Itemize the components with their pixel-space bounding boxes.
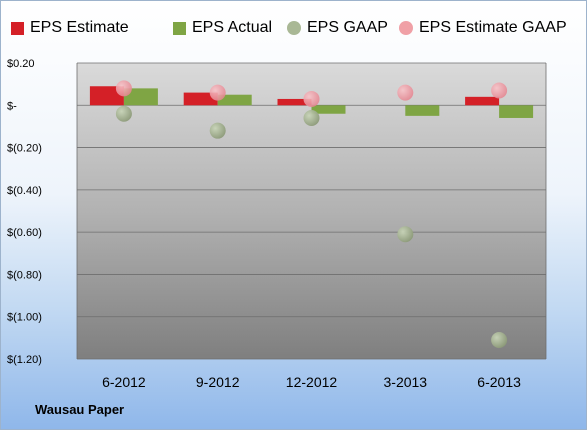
bar-eps-estimate <box>89 86 124 106</box>
point-eps-estimate-gaap <box>209 84 226 101</box>
y-tick-label: $(0.60) <box>7 227 42 239</box>
legend-eps-estimate-gaap: EPS Estimate GAAP <box>399 17 567 39</box>
legend-swatch-eps-estimate-gaap <box>399 21 413 35</box>
point-eps-estimate-gaap <box>303 90 320 107</box>
legend-swatch-eps-gaap <box>287 21 301 35</box>
y-tick-label: $0.20 <box>7 58 35 70</box>
company-label: Wausau Paper <box>35 402 125 417</box>
y-tick-label: $(0.80) <box>7 269 42 281</box>
point-eps-gaap <box>115 105 132 122</box>
y-tick-label: $- <box>7 100 17 112</box>
bar-eps-actual <box>311 105 346 114</box>
x-tick-label: 9-2012 <box>196 374 240 390</box>
point-eps-estimate-gaap <box>115 80 132 97</box>
bar-eps-estimate <box>465 96 500 106</box>
bar-eps-actual <box>217 94 252 106</box>
bar-eps-actual <box>123 88 158 106</box>
bar-eps-estimate <box>277 98 312 106</box>
x-tick-label: 3-2013 <box>384 374 428 390</box>
legend-eps-estimate: EPS Estimate <box>11 17 129 39</box>
legend-swatch-eps-actual <box>173 21 186 35</box>
bar-eps-estimate <box>183 92 218 106</box>
x-tick-label: 6-2013 <box>477 374 521 390</box>
point-eps-gaap <box>209 122 226 139</box>
y-tick-label: $(1.20) <box>7 354 42 366</box>
point-eps-gaap <box>303 109 320 126</box>
bar-eps-actual <box>405 105 440 116</box>
y-tick-label: $(0.20) <box>7 143 42 155</box>
y-tick-label: $(0.40) <box>7 185 42 197</box>
legend-label-eps-gaap: EPS GAAP <box>307 19 388 36</box>
bar-eps-actual <box>499 105 534 118</box>
point-eps-gaap <box>491 331 508 348</box>
point-eps-estimate-gaap <box>397 84 414 101</box>
legend-eps-gaap: EPS GAAP <box>287 17 388 39</box>
legend-label-eps-actual: EPS Actual <box>192 19 273 36</box>
legend-label-eps-estimate-gaap: EPS Estimate GAAP <box>419 19 567 36</box>
legend-label-eps-estimate: EPS Estimate <box>30 19 129 36</box>
y-tick-label: $(1.00) <box>7 312 42 324</box>
legend-eps-actual: EPS Actual <box>173 17 272 39</box>
x-tick-label: 12-2012 <box>286 374 338 390</box>
legend-swatch-eps-estimate <box>11 21 24 35</box>
point-eps-estimate-gaap <box>491 82 508 99</box>
point-eps-gaap <box>397 226 414 243</box>
x-tick-label: 6-2012 <box>102 374 146 390</box>
